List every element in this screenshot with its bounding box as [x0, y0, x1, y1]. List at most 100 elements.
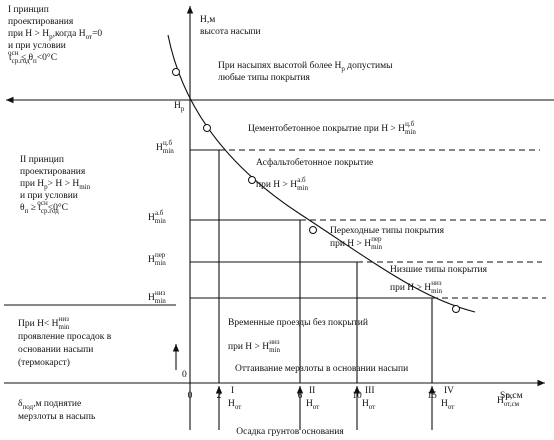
label-part: ≤ θ — [19, 53, 34, 63]
label-part: min — [79, 183, 90, 191]
label-part: > H > H — [48, 179, 80, 189]
label-part: от — [235, 403, 241, 411]
label-line: I — [231, 386, 234, 396]
label-line: при H > Hminниз — [390, 279, 443, 295]
label-part: пер — [371, 235, 382, 243]
label-line: θп ≥ tср.годосн<0°С — [20, 199, 68, 215]
label-part: min — [155, 259, 166, 267]
label-part: Асфальтобетонное покрытие — [256, 157, 373, 168]
label-part: При H< H — [18, 319, 59, 329]
label-line: (термокарст) — [18, 357, 70, 368]
label-part: min — [269, 346, 280, 354]
label-line: Переходные типы покрытия — [330, 226, 445, 236]
label-part: р — [341, 65, 345, 73]
label-part: ≥ t — [28, 203, 41, 213]
label-part: H — [174, 101, 181, 111]
label-line: проектирования — [20, 167, 86, 177]
label-line: При насыпях высотой более Hр допустимы — [218, 60, 393, 73]
y-title: H,м — [200, 15, 215, 25]
label-part: ср.год — [41, 207, 59, 215]
x-tick-label: 6 — [298, 391, 303, 401]
y-subtitle: высота насыпи — [200, 27, 261, 37]
label-line: Асфальтобетонное покрытие — [256, 157, 373, 168]
label-part: ц.б — [163, 139, 172, 147]
label-line: Низшие типы покрытия — [390, 265, 488, 275]
label-line: Hminниз — [148, 289, 166, 305]
label-part: под — [22, 403, 33, 411]
label-line: пс — [506, 392, 513, 400]
label-part: δ — [18, 399, 23, 409]
label-line: II принцип — [20, 155, 64, 165]
label-part: H — [228, 399, 235, 409]
origin: 0 — [182, 370, 187, 380]
label-part: ц.б — [405, 120, 414, 128]
label-part: H — [497, 396, 504, 406]
label-line: проектирования — [8, 17, 74, 27]
label-line: основании насыпи — [18, 345, 93, 355]
label-part: от — [448, 403, 454, 411]
label-part: п — [25, 207, 29, 215]
x-title: Осадка грунтов основания — [236, 427, 344, 437]
label-part: При насыпях высотой более H — [218, 60, 342, 71]
label-part: при H > H — [390, 283, 431, 293]
label-part: <0°С — [48, 202, 68, 213]
label-part: Оттаивание мерзлоты в основании насыпи — [235, 364, 408, 374]
label-part: min — [163, 147, 174, 155]
label-line: Цементобетонное покрытие при H > Hminц.б — [248, 120, 416, 136]
label-part: любые типы покрытия — [218, 72, 311, 83]
label-part: при H > H — [256, 180, 297, 190]
label-part: H — [306, 399, 313, 409]
label-line: Оттаивание мерзлоты в основании насыпи — [235, 364, 408, 374]
label-part: низ — [431, 279, 441, 287]
label-part: min — [431, 287, 442, 295]
label-part: II — [309, 386, 315, 396]
label-part: min — [297, 184, 308, 192]
label-part: проявление просадок в — [18, 332, 112, 342]
label-part: min — [59, 323, 70, 331]
label-line: любые типы покрытия — [218, 72, 311, 83]
label-line: при H > Hminниз — [228, 338, 281, 354]
x-tick-label: 10 — [352, 391, 362, 401]
label-part: от — [369, 403, 375, 411]
label-part: основании насыпи — [18, 345, 93, 355]
label-part: пер — [155, 251, 166, 259]
label-line: и при условии — [20, 191, 78, 201]
label-part: Низшие типы покрытия — [390, 265, 488, 275]
label-part: ,м поднятие — [33, 399, 81, 409]
label-part: =0 — [92, 29, 102, 39]
label-part: р — [44, 183, 48, 191]
label-part: пс — [506, 392, 513, 400]
label-part: min — [155, 297, 166, 305]
x-tick-label: 15 — [427, 391, 437, 401]
label-line: Hminа.б — [148, 209, 166, 225]
label-part: низ — [269, 338, 279, 346]
label-part: H — [362, 399, 369, 409]
x-unit: Sp,см — [500, 391, 523, 401]
label-line: при H > Hminа.б — [256, 176, 309, 192]
label-part: мерзлоты в насыпь — [18, 412, 96, 422]
label-part: H — [156, 143, 163, 153]
label-line: и при условии — [8, 41, 66, 51]
label-part: min — [155, 217, 166, 225]
label-part: I — [231, 386, 234, 396]
label-line: Hот — [228, 399, 241, 411]
axes — [4, 6, 554, 430]
label-part: ,когда H — [53, 29, 86, 39]
label-part: от,см — [504, 400, 520, 408]
label-part: допустимы — [345, 61, 393, 71]
label-part: ср.год — [12, 57, 30, 65]
label-part: от — [86, 33, 92, 41]
label-line: Hminпер — [148, 251, 166, 267]
label-line: При H< Hminниз — [18, 315, 70, 331]
label-line: Hот,см — [497, 396, 520, 408]
label-part: I принцип — [8, 5, 49, 15]
label-part: р — [49, 33, 53, 41]
label-part: H — [148, 213, 155, 223]
label-part: II принцип — [20, 155, 64, 165]
label-part: H — [441, 399, 448, 409]
label-part: от — [313, 403, 319, 411]
label-part: и при условии — [8, 41, 66, 51]
label-part: и при условии — [20, 191, 78, 201]
curve — [167, 34, 476, 313]
